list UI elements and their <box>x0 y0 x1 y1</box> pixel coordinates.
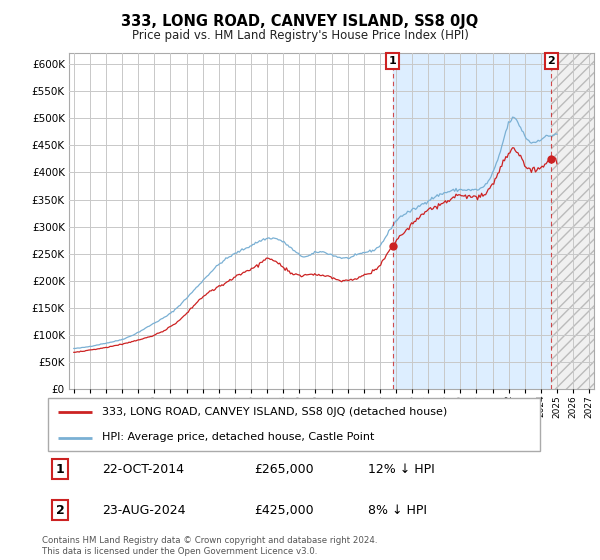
Text: Contains HM Land Registry data © Crown copyright and database right 2024.
This d: Contains HM Land Registry data © Crown c… <box>42 536 377 556</box>
Text: 22-OCT-2014: 22-OCT-2014 <box>102 463 184 476</box>
Bar <box>551 53 597 389</box>
Text: 333, LONG ROAD, CANVEY ISLAND, SS8 0JQ: 333, LONG ROAD, CANVEY ISLAND, SS8 0JQ <box>121 14 479 29</box>
FancyBboxPatch shape <box>48 398 540 451</box>
Text: £265,000: £265,000 <box>254 463 314 476</box>
Text: 12% ↓ HPI: 12% ↓ HPI <box>368 463 434 476</box>
Text: Price paid vs. HM Land Registry's House Price Index (HPI): Price paid vs. HM Land Registry's House … <box>131 29 469 42</box>
Text: 23-AUG-2024: 23-AUG-2024 <box>102 504 185 517</box>
Text: 8% ↓ HPI: 8% ↓ HPI <box>368 504 427 517</box>
Text: 1: 1 <box>389 56 397 66</box>
Text: 333, LONG ROAD, CANVEY ISLAND, SS8 0JQ (detached house): 333, LONG ROAD, CANVEY ISLAND, SS8 0JQ (… <box>102 408 448 418</box>
Bar <box>551 53 597 389</box>
Text: HPI: Average price, detached house, Castle Point: HPI: Average price, detached house, Cast… <box>102 432 374 442</box>
Bar <box>392 53 551 389</box>
Text: 2: 2 <box>547 56 555 66</box>
Text: £425,000: £425,000 <box>254 504 314 517</box>
Text: 2: 2 <box>56 504 65 517</box>
Text: 1: 1 <box>56 463 65 476</box>
